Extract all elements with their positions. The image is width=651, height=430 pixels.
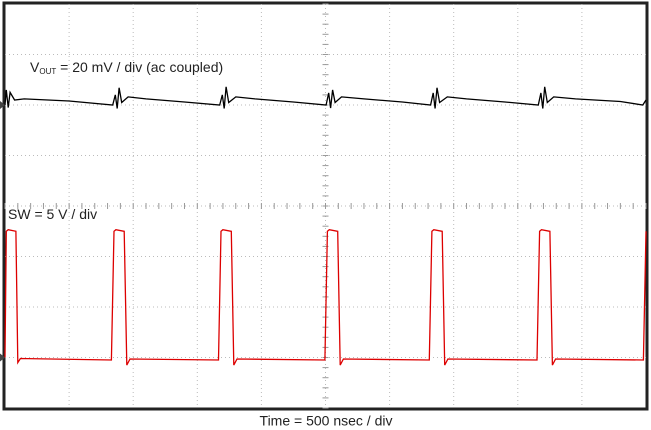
- trace: [4, 86, 647, 109]
- trace-label: SW = 5 V / div: [8, 206, 97, 222]
- label-subscript: OUT: [39, 67, 56, 76]
- trace-label: VOUT = 20 mV / div (ac coupled): [30, 59, 223, 76]
- label-symbol: V: [30, 59, 40, 75]
- channel-marker: [0, 353, 5, 362]
- label-text: SW = 5 V / div: [8, 206, 97, 222]
- label-text: = 20 mV / div (ac coupled): [56, 59, 223, 75]
- trace: [4, 228, 647, 366]
- channel-marker: [0, 101, 5, 109]
- x-axis-label: Time = 500 nsec / div: [260, 413, 393, 429]
